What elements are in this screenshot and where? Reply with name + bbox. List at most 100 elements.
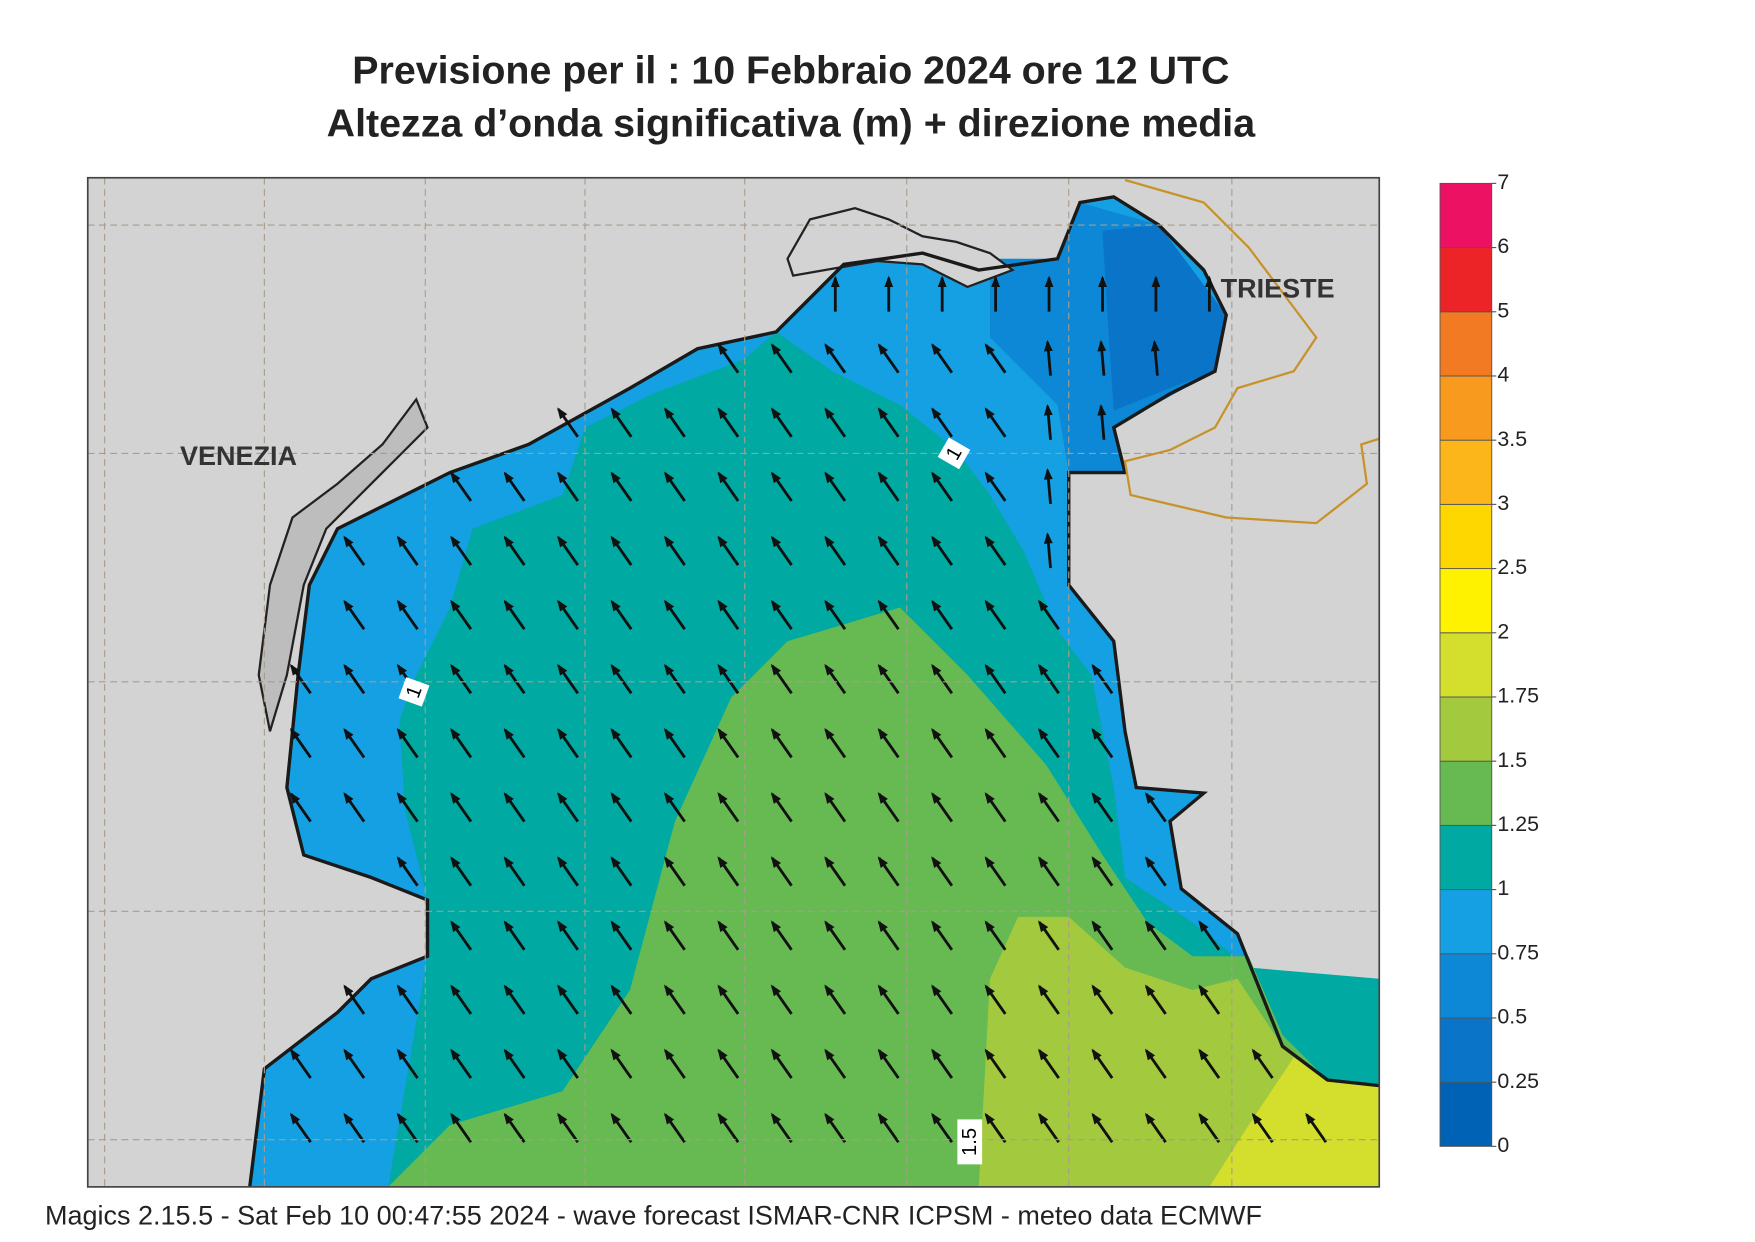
wave-arrow-head <box>503 920 514 933</box>
wave-arrow-head <box>1251 1048 1262 1061</box>
wave-arrow-head <box>717 727 728 740</box>
wave-arrow-head <box>343 984 354 997</box>
wave-arrow-head <box>610 407 621 420</box>
contour-label: 1 <box>398 677 430 707</box>
wave-arrow-head <box>931 792 942 804</box>
wave-arrow-head <box>1097 403 1107 416</box>
wave-arrow-head <box>931 727 942 740</box>
wave-arrow-head <box>1198 1048 1209 1061</box>
wave-arrow-head <box>717 407 728 420</box>
wave-arrow-head <box>770 663 782 676</box>
colorbar-band <box>1439 247 1493 313</box>
wave-arrow-head <box>503 535 514 548</box>
wave-arrow-head <box>450 792 461 804</box>
wave-arrow-head <box>664 792 675 804</box>
wave-arrow-head <box>396 1112 407 1125</box>
colorbar-band <box>1439 439 1493 505</box>
colorbar-label: 0 <box>1497 1133 1509 1157</box>
wave-arrow-head <box>1091 856 1102 869</box>
wave-arrow-head <box>1038 1112 1049 1125</box>
wave-arrow-head <box>717 663 728 676</box>
wave-arrow-head <box>450 663 461 676</box>
place-label: VENEZIA <box>180 441 297 471</box>
colorbar-label: 0.75 <box>1497 940 1539 964</box>
wave-arrow-head <box>664 1048 675 1061</box>
wave-arrow-head <box>877 920 888 933</box>
wave-arrow-head <box>1251 1112 1262 1125</box>
wave-arrow-head <box>717 856 728 869</box>
coastline <box>248 195 1380 1187</box>
wave-arrow-head <box>1097 339 1107 352</box>
wave-arrow-head <box>557 856 568 869</box>
wave-arrow-head <box>931 535 942 548</box>
wave-arrow-head <box>1043 532 1053 544</box>
wave-arrow-head <box>1043 339 1053 352</box>
wave-arrow-head <box>557 535 568 548</box>
wave-arrow-head <box>503 471 514 484</box>
wave-arrow-head <box>1198 920 1209 933</box>
wave-arrow-head <box>450 535 461 548</box>
wave-arrow-head <box>1038 1048 1049 1061</box>
place-label: TRIESTE <box>1221 273 1335 303</box>
wave-arrow-head <box>1038 920 1049 933</box>
wave-arrow-head <box>830 275 840 287</box>
wave-arrow-head <box>931 663 942 676</box>
wave-arrow-head <box>1091 1112 1102 1125</box>
wave-arrow-head <box>450 984 461 997</box>
wave-arrow-head <box>984 1048 995 1061</box>
wave-arrow-head <box>289 1048 301 1061</box>
wave-arrow-head <box>450 1048 461 1061</box>
wave-arrow-head <box>1144 1048 1156 1061</box>
colorbar-label: 2 <box>1497 619 1509 643</box>
wave-arrow-head <box>770 407 782 420</box>
subtitle: Altezza d’onda significativa (m) + direz… <box>327 101 1257 145</box>
colorbar-label: 3 <box>1497 491 1509 515</box>
wave-arrow-head <box>503 599 514 612</box>
wave-arrow-head <box>610 471 621 484</box>
colorbar-label: 1.5 <box>1497 748 1527 772</box>
title: Previsione per il : 10 Febbraio 2024 ore… <box>352 49 1229 93</box>
wave-arrow-head <box>984 599 995 612</box>
wave-arrow-head <box>396 599 407 612</box>
wave-arrow-head <box>664 856 675 869</box>
wave-arrow-head <box>877 535 888 548</box>
wave-arrow-head <box>1038 984 1049 997</box>
wave-arrow-head <box>557 792 568 804</box>
wave-arrow-head <box>984 727 995 740</box>
wave-arrow-head <box>877 1112 888 1125</box>
colorbar-label: 6 <box>1497 234 1509 258</box>
colorbar-band <box>1439 760 1493 826</box>
wave-arrow-head <box>1144 1112 1156 1125</box>
colorbar-band <box>1439 1081 1493 1147</box>
footer: Magics 2.15.5 - Sat Feb 10 00:47:55 2024… <box>45 1200 1262 1230</box>
wave-arrow-head <box>1305 1112 1316 1125</box>
wave-arrow-head <box>503 792 514 804</box>
colorbar-band <box>1439 953 1493 1019</box>
wave-arrow-head <box>984 343 995 356</box>
wave-arrow-head <box>557 920 568 933</box>
wave-arrow-head <box>450 727 461 740</box>
wave-arrow-head <box>1098 275 1107 287</box>
wave-arrow-head <box>824 599 835 612</box>
wave-arrow-head <box>557 984 568 997</box>
wave-arrow-head <box>717 984 728 997</box>
wave-arrow-head <box>396 856 407 869</box>
wave-arrow-head <box>717 792 728 804</box>
wave-arrow-head <box>931 471 942 484</box>
wave-arrow-head <box>717 1112 728 1125</box>
contour-label-text: 1.5 <box>959 1128 981 1156</box>
wave-arrow-head <box>1044 275 1054 287</box>
wave-arrow-head <box>717 471 728 484</box>
wave-arrow-head <box>664 663 675 676</box>
wave-arrow-head <box>877 856 888 869</box>
wave-arrow-head <box>610 792 621 804</box>
wave-arrow-head <box>289 792 301 804</box>
wave-arrow-head <box>664 727 675 740</box>
wave-arrow-head <box>937 275 947 287</box>
colorbar-label: 5 <box>1497 298 1509 322</box>
wave-arrow-head <box>984 1112 995 1125</box>
wave-arrow-head <box>1198 984 1209 997</box>
wave-arrow-head <box>557 471 568 484</box>
wave-arrow-head <box>343 1112 354 1125</box>
wave-arrow-head <box>877 663 888 676</box>
